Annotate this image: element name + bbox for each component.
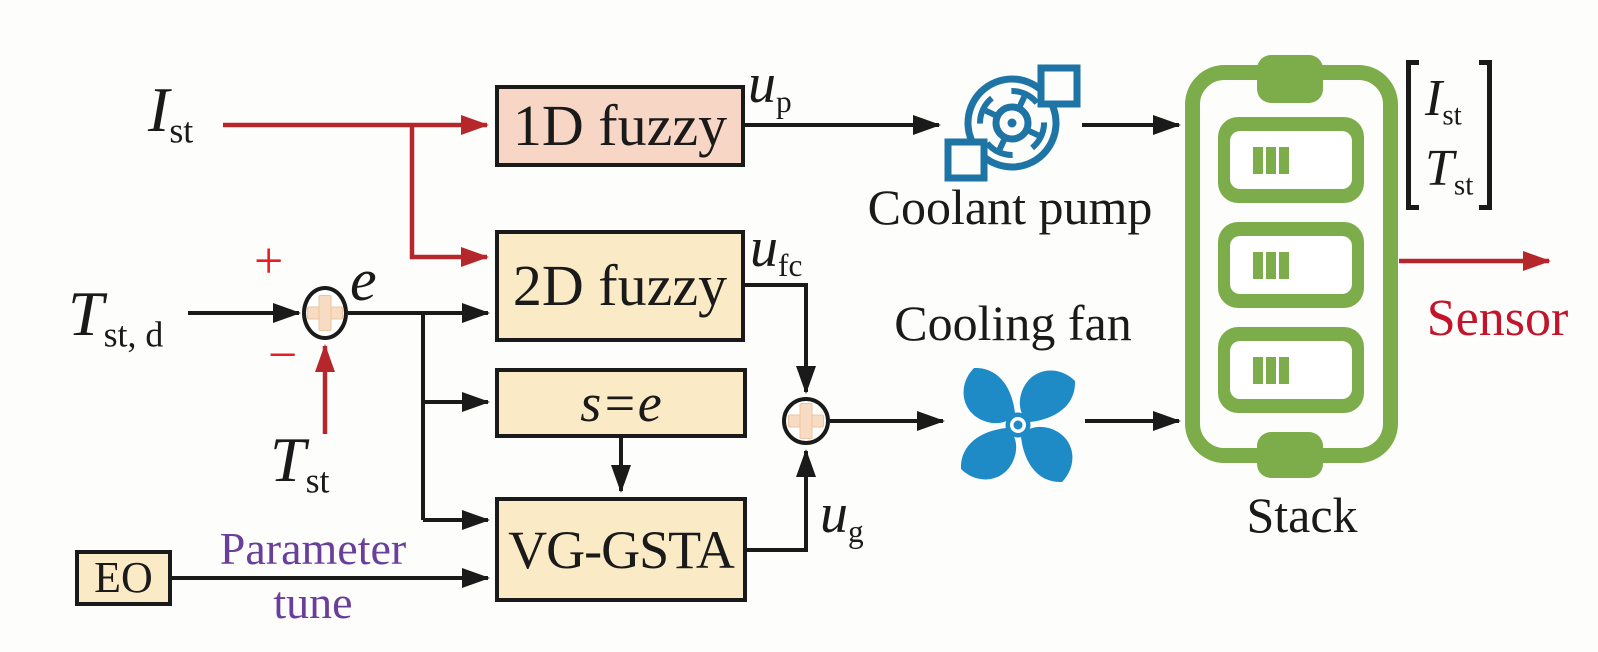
stack-icon [1178, 38, 1406, 490]
block-sliding-surface: s=e [495, 368, 747, 438]
block-2d-fuzzy-label: 2D fuzzy [512, 253, 728, 318]
caption-cooling-fan: Cooling fan [894, 295, 1132, 351]
block-vg-gsta: VG-GSTA [495, 497, 747, 602]
label-pump-control-signal: up [748, 53, 792, 120]
block-sliding-surface-label: s=e [580, 373, 662, 433]
block-eo-label: EO [94, 553, 153, 602]
caption-parameter-tune: Parameter tune [219, 523, 407, 629]
block-1d-fuzzy-label: 1D fuzzy [512, 93, 728, 158]
label-error-signal: e [350, 247, 377, 313]
stack-output-vector: Ist Tst [1406, 60, 1493, 210]
plus-icon [799, 403, 813, 439]
bracket-left-icon [1406, 60, 1419, 210]
bracket-right-icon [1479, 60, 1493, 210]
caption-stack: Stack [1246, 487, 1358, 543]
label-stack-current: Ist [148, 74, 194, 151]
sum-junction-fan-command [782, 397, 830, 445]
label-stack-temperature: Tst [270, 424, 330, 501]
coolant-pump-icon [940, 62, 1085, 184]
block-vg-gsta-label: VG-GSTA [508, 519, 735, 580]
vector-row-temperature: Tst [1425, 140, 1474, 202]
block-eo: EO [75, 550, 172, 606]
label-plus-sign: + [254, 233, 284, 290]
cooling-fan-icon [950, 357, 1086, 493]
caption-coolant-pump: Coolant pump [867, 179, 1153, 235]
block-1d-fuzzy: 1D fuzzy [495, 85, 745, 167]
sum-junction-temperature [302, 286, 348, 340]
label-desired-stack-temperature: Tst, d [68, 278, 164, 355]
block-2d-fuzzy: 2D fuzzy [495, 230, 745, 342]
label-fuzzy-control-signal: ufc [750, 217, 803, 284]
plus-icon [318, 295, 332, 331]
label-gsta-control-signal: ug [820, 483, 864, 550]
caption-sensor: Sensor [1426, 290, 1569, 347]
vector-row-current: Ist [1425, 70, 1462, 132]
label-minus-sign: − [268, 327, 298, 384]
